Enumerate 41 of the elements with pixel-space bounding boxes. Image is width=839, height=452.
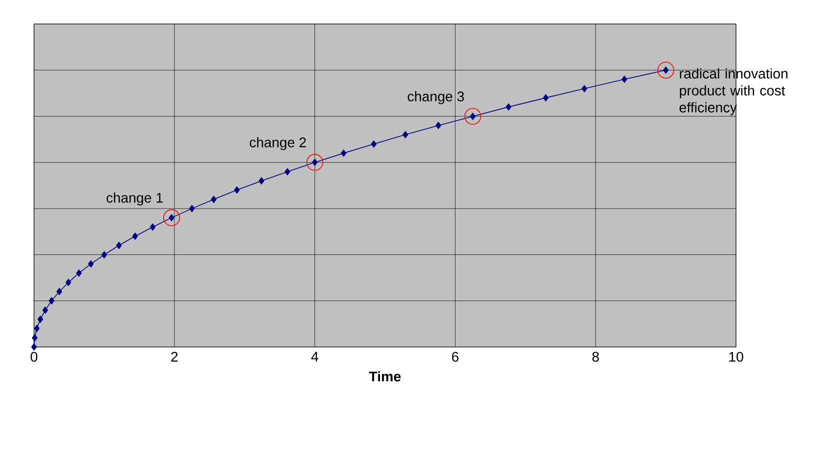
x-tick-label: 8 <box>592 352 599 362</box>
point <box>38 316 44 323</box>
annotation: change 3 <box>408 91 464 104</box>
point <box>340 150 346 157</box>
point <box>116 242 122 249</box>
point <box>101 251 108 258</box>
point <box>66 278 72 286</box>
annotation: change 1 <box>106 192 163 206</box>
point <box>258 177 264 184</box>
x-axis-title: Time <box>369 371 401 382</box>
x-tick-label: 0 <box>30 352 38 362</box>
point <box>163 209 180 226</box>
point <box>506 103 512 111</box>
point <box>88 260 94 268</box>
point <box>582 85 588 92</box>
point <box>31 343 37 351</box>
point <box>464 108 482 125</box>
point <box>34 324 40 332</box>
point <box>189 204 195 212</box>
point <box>48 297 54 304</box>
point <box>32 334 38 342</box>
annotation: change 2 <box>250 137 306 150</box>
x-tick-label: 6 <box>452 352 458 362</box>
point <box>542 94 549 102</box>
point <box>42 306 48 314</box>
x-tick-label: 10 <box>729 352 744 362</box>
point <box>234 186 240 194</box>
point <box>657 62 674 79</box>
point <box>76 269 82 277</box>
point <box>436 122 442 130</box>
point <box>370 140 377 148</box>
point <box>284 168 290 176</box>
point <box>622 76 628 83</box>
point <box>402 131 408 138</box>
point <box>306 154 324 171</box>
x-tick-label: 2 <box>171 352 178 362</box>
point <box>132 232 138 240</box>
x-tick-label: 4 <box>311 352 318 362</box>
point <box>210 196 217 204</box>
point <box>150 224 156 231</box>
point <box>56 288 62 296</box>
